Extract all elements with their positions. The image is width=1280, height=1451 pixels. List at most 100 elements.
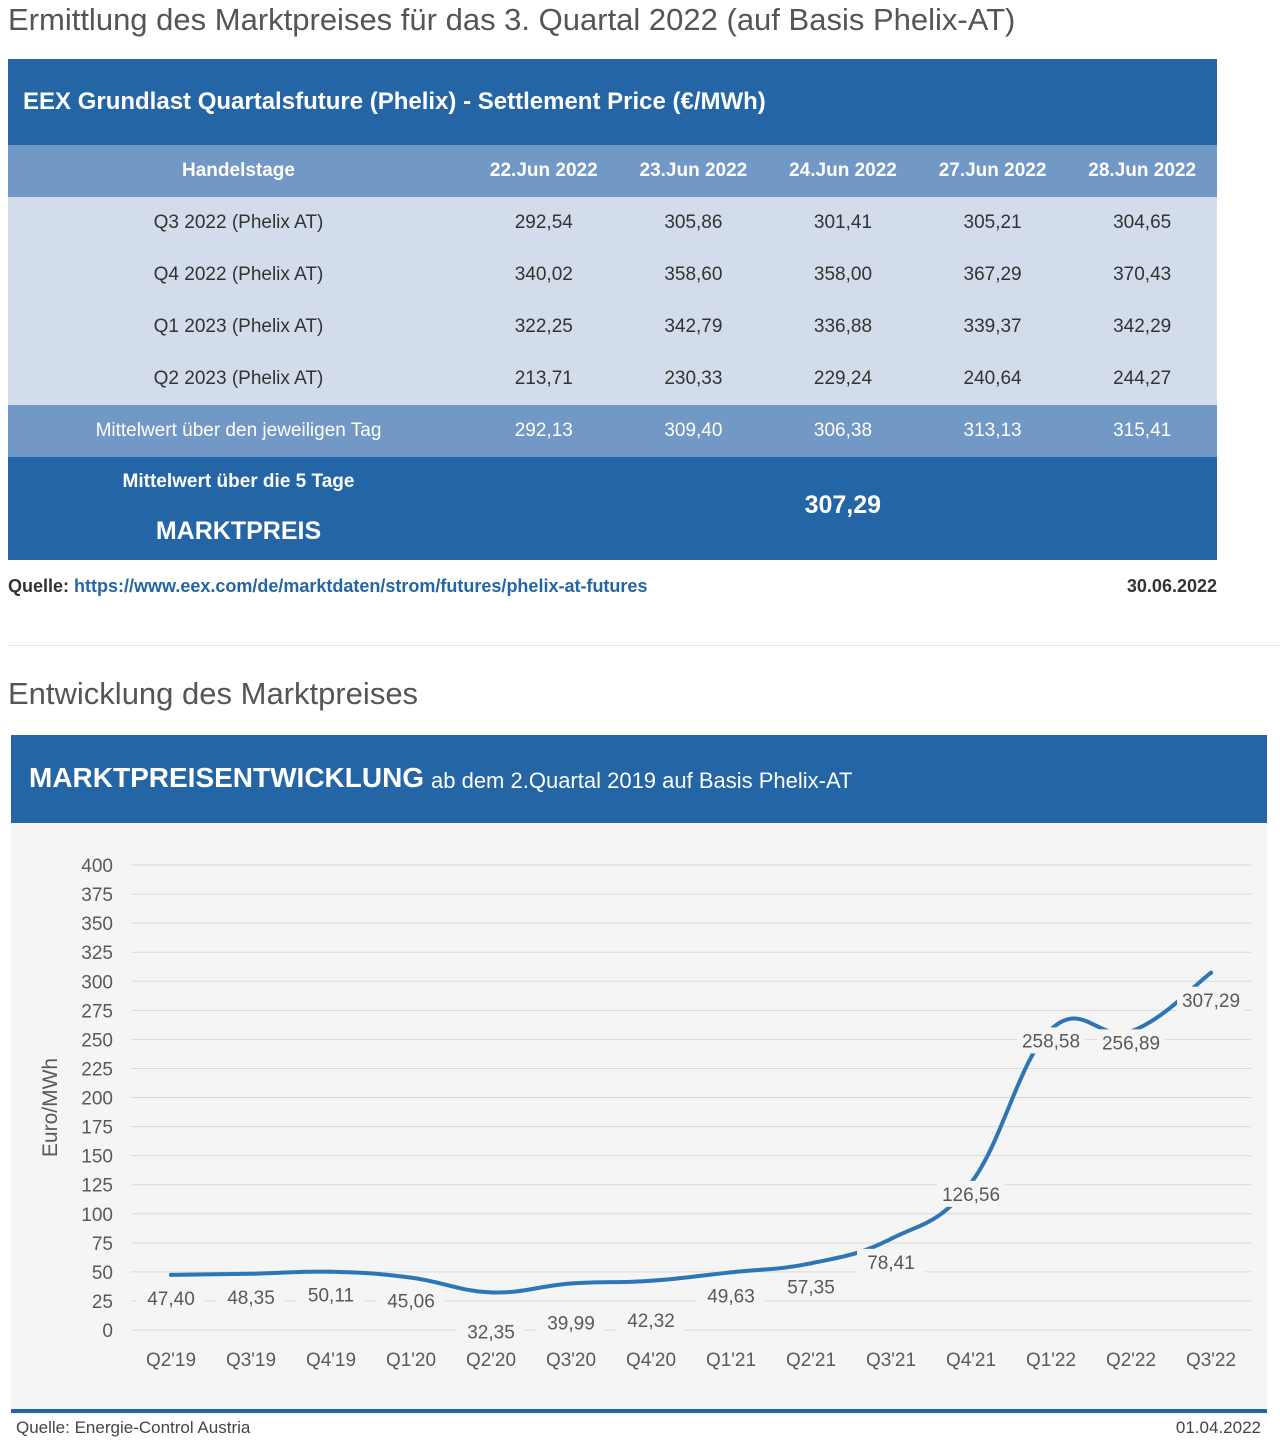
settlement-price-table: EEX Grundlast Quartalsfuture (Phelix) - … [8,59,1217,560]
market-price-label: MARKTPREIS [155,517,322,545]
table-cell: 301,41 [813,212,873,233]
data-label-background [297,1281,365,1308]
table-row: Q4 2022 (Phelix AT) 340,02 358,60 358,00… [8,249,1217,301]
data-point [729,1270,733,1275]
y-tick-label: 150 [81,1147,113,1168]
y-tick-label: 0 [102,1321,113,1342]
data-label: 45,06 [387,1292,435,1313]
row-label: Mittelwert über den jeweiligen Tag [95,420,382,441]
y-axis-label: Euro/MWh [39,1058,62,1157]
table-title: EEX Grundlast Quartalsfuture (Phelix) - … [8,59,1217,145]
x-tick-label: Q1'22 [1026,1350,1076,1371]
table-cell: 229,24 [813,368,873,389]
data-label-background [1177,986,1245,1013]
table-row: Q3 2022 (Phelix AT) 292,54 305,86 301,41… [8,197,1217,249]
source-line: Quelle: https://www.eex.com/de/marktdate… [8,576,647,597]
data-point [649,1278,653,1283]
five-day-average-label: Mittelwert über die 5 Tage [122,471,355,492]
column-header: 23.Jun 2022 [639,160,748,181]
y-tick-label: 125 [81,1176,113,1197]
data-label-background [937,1180,1005,1207]
column-header: 24.Jun 2022 [789,160,897,181]
x-tick-label: Q3'19 [226,1350,276,1371]
x-tick-label: Q2'21 [786,1350,836,1371]
data-label: 32,35 [467,1322,515,1343]
row-label: Q3 2022 (Phelix AT) [153,212,324,233]
y-tick-label: 400 [81,856,113,877]
y-tick-label: 175 [81,1118,113,1139]
chart-bottom-rule [11,1409,1267,1413]
chart-banner: MARKTPREISENTWICKLUNG ab dem 2.Quartal 2… [11,735,1267,823]
table-cell: 367,29 [963,264,1022,285]
data-label: 48,35 [227,1288,275,1309]
column-header: 22.Jun 2022 [489,160,598,181]
table-cell: 306,38 [813,420,873,441]
table-cell: 340,02 [514,264,573,285]
x-tick-label: Q4'20 [626,1350,676,1371]
data-label: 47,40 [147,1289,195,1310]
table-cell: 213,71 [514,368,573,389]
table-cell: 304,65 [1113,212,1172,233]
data-label: 50,11 [308,1286,354,1307]
data-point [249,1271,253,1276]
x-tick-label: Q3'21 [866,1350,916,1371]
table-cell: 309,40 [664,420,723,441]
row-label: Q2 2023 (Phelix AT) [153,368,324,389]
market-price-row: Mittelwert über die 5 Tage MARKTPREIS 30… [8,457,1217,560]
data-label: 49,63 [707,1286,755,1307]
row-label: Q1 2023 (Phelix AT) [153,316,324,337]
table-row: Q1 2023 (Phelix AT) 322,25 342,79 336,88… [8,301,1217,353]
data-label-background [457,1318,525,1345]
x-tick-label: Q2'22 [1106,1350,1156,1371]
x-tick-label: Q3'20 [546,1350,596,1371]
data-label-background [537,1309,605,1336]
data-label: 126,56 [942,1185,1000,1206]
table-cell: 342,29 [1113,316,1172,337]
data-point [409,1275,413,1280]
source-label: Quelle: [8,576,75,596]
table-cell: 336,88 [813,316,873,337]
table-cell: 292,13 [514,420,573,441]
y-tick-label: 50 [92,1263,113,1284]
x-tick-label: Q4'19 [306,1350,356,1371]
table-cell: 244,27 [1113,368,1172,389]
data-label: 39,99 [547,1314,595,1335]
table-cell: 370,43 [1113,264,1172,285]
source-link[interactable]: https://www.eex.com/de/marktdaten/strom/… [74,576,648,596]
table-row: Q2 2023 (Phelix AT) 213,71 230,33 229,24… [8,353,1217,405]
y-tick-label: 250 [81,1030,113,1051]
table-cell: 358,00 [813,264,873,285]
y-tick-label: 325 [81,943,113,964]
average-row: Mittelwert über den jeweiligen Tag 292,1… [8,405,1217,457]
data-label-background [1097,1029,1165,1056]
x-tick-label: Q3'22 [1186,1350,1236,1371]
data-label: 57,35 [787,1277,835,1298]
data-label: 42,32 [627,1311,675,1332]
table-cell: 305,86 [664,212,723,233]
data-label: 307,29 [1182,991,1240,1012]
data-label: 258,58 [1022,1031,1080,1052]
data-point [489,1290,493,1295]
data-point [889,1236,893,1241]
x-tick-label: Q1'20 [386,1350,436,1371]
data-label-background [377,1287,445,1314]
table-cell: 292,54 [514,212,573,233]
series-line [169,970,1213,1295]
data-label-background [1017,1027,1085,1054]
x-tick-label: Q2'19 [146,1350,196,1371]
data-label: 78,41 [867,1253,915,1274]
data-label-background [217,1283,285,1310]
table-cell: 358,60 [664,264,723,285]
source-date: 30.06.2022 [1126,576,1217,596]
data-label-background [617,1306,685,1333]
data-point [329,1269,333,1274]
data-label-background [777,1273,845,1300]
row-label: Q4 2022 (Phelix AT) [153,264,324,285]
table-cell: 305,21 [963,212,1022,233]
section-divider [8,645,1280,646]
table-cell: 313,13 [963,420,1022,441]
data-label: 256,89 [1102,1033,1160,1054]
y-tick-label: 225 [81,1059,113,1080]
chart-subtitle: ab dem 2.Quartal 2019 auf Basis Phelix-A… [431,768,853,793]
table-cell: 230,33 [664,368,723,389]
